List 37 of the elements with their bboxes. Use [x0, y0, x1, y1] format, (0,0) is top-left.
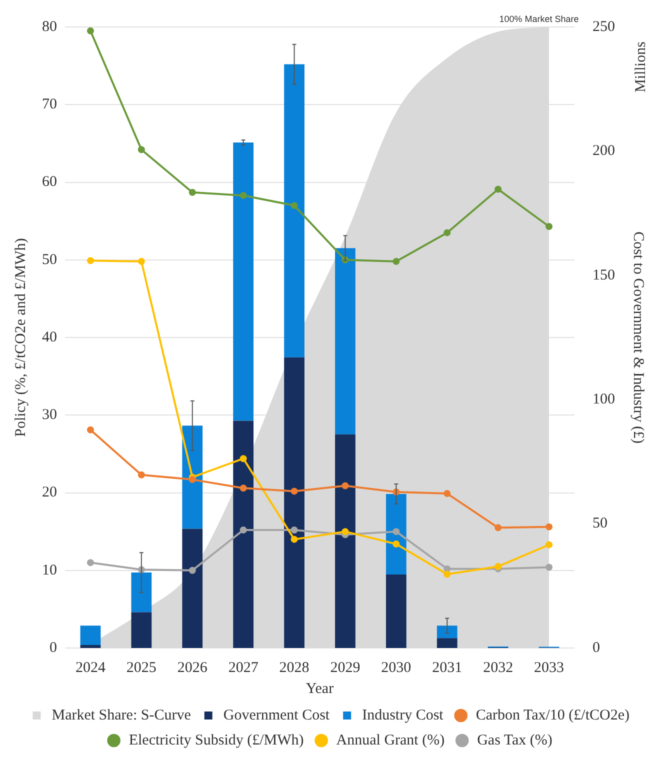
x-tick-label: 2033 — [534, 660, 564, 676]
y-tick-label: 80 — [42, 18, 57, 35]
y-tick-label: 70 — [42, 96, 57, 113]
legend-label: Electricity Subsidy (£/MWh) — [128, 732, 304, 748]
legend-label: Market Share: S-Curve — [52, 707, 192, 724]
y-tick-label: 0 — [50, 640, 57, 656]
x-tick-label: 2026 — [177, 660, 208, 676]
x-tick-label: 2024 — [75, 660, 106, 676]
y-tick-label: 10 — [42, 562, 57, 578]
y2-tick-label: 0 — [592, 640, 600, 656]
y-tick-label: 30 — [42, 407, 57, 424]
legend-label: Annual Grant (%) — [336, 732, 445, 748]
x-tick-label: 2032 — [483, 660, 514, 676]
x-axis-title: Year — [306, 680, 334, 697]
legend-label: Government Cost — [223, 707, 330, 724]
x-tick-label: 2027 — [228, 660, 259, 676]
text: Millions — [632, 41, 649, 92]
y2-tick-label: 50 — [592, 516, 608, 532]
y-tick-label: 50 — [42, 252, 57, 268]
annotation: 100% Market Share — [499, 14, 579, 24]
y2-tick-label: 100 — [592, 392, 615, 408]
y-tick-label: 40 — [42, 329, 57, 346]
y-tick-label: 60 — [42, 174, 57, 190]
x-tick-label: 2029 — [330, 660, 360, 676]
y-tick-label: 20 — [42, 484, 57, 501]
y2-tick-label: 200 — [592, 143, 615, 160]
y2-tick-label: 250 — [592, 18, 615, 35]
legend-label: Carbon Tax/10 (£/tCO2e) — [476, 707, 630, 724]
legend-label: Industry Cost — [362, 707, 444, 724]
y-axis-title: Policy (%, £/tCO2e and £/MWh) — [12, 238, 29, 437]
legend-label: Gas Tax (%) — [477, 732, 552, 748]
x-tick-label: 2030 — [381, 660, 412, 676]
x-tick-label: 2031 — [432, 660, 462, 676]
x-tick-label: 2028 — [279, 660, 310, 676]
x-tick-label: 2025 — [126, 660, 156, 676]
y2-tick-label: 150 — [592, 267, 615, 284]
y2-axis-title: Cost to Government & Industry (£) — [630, 231, 646, 444]
